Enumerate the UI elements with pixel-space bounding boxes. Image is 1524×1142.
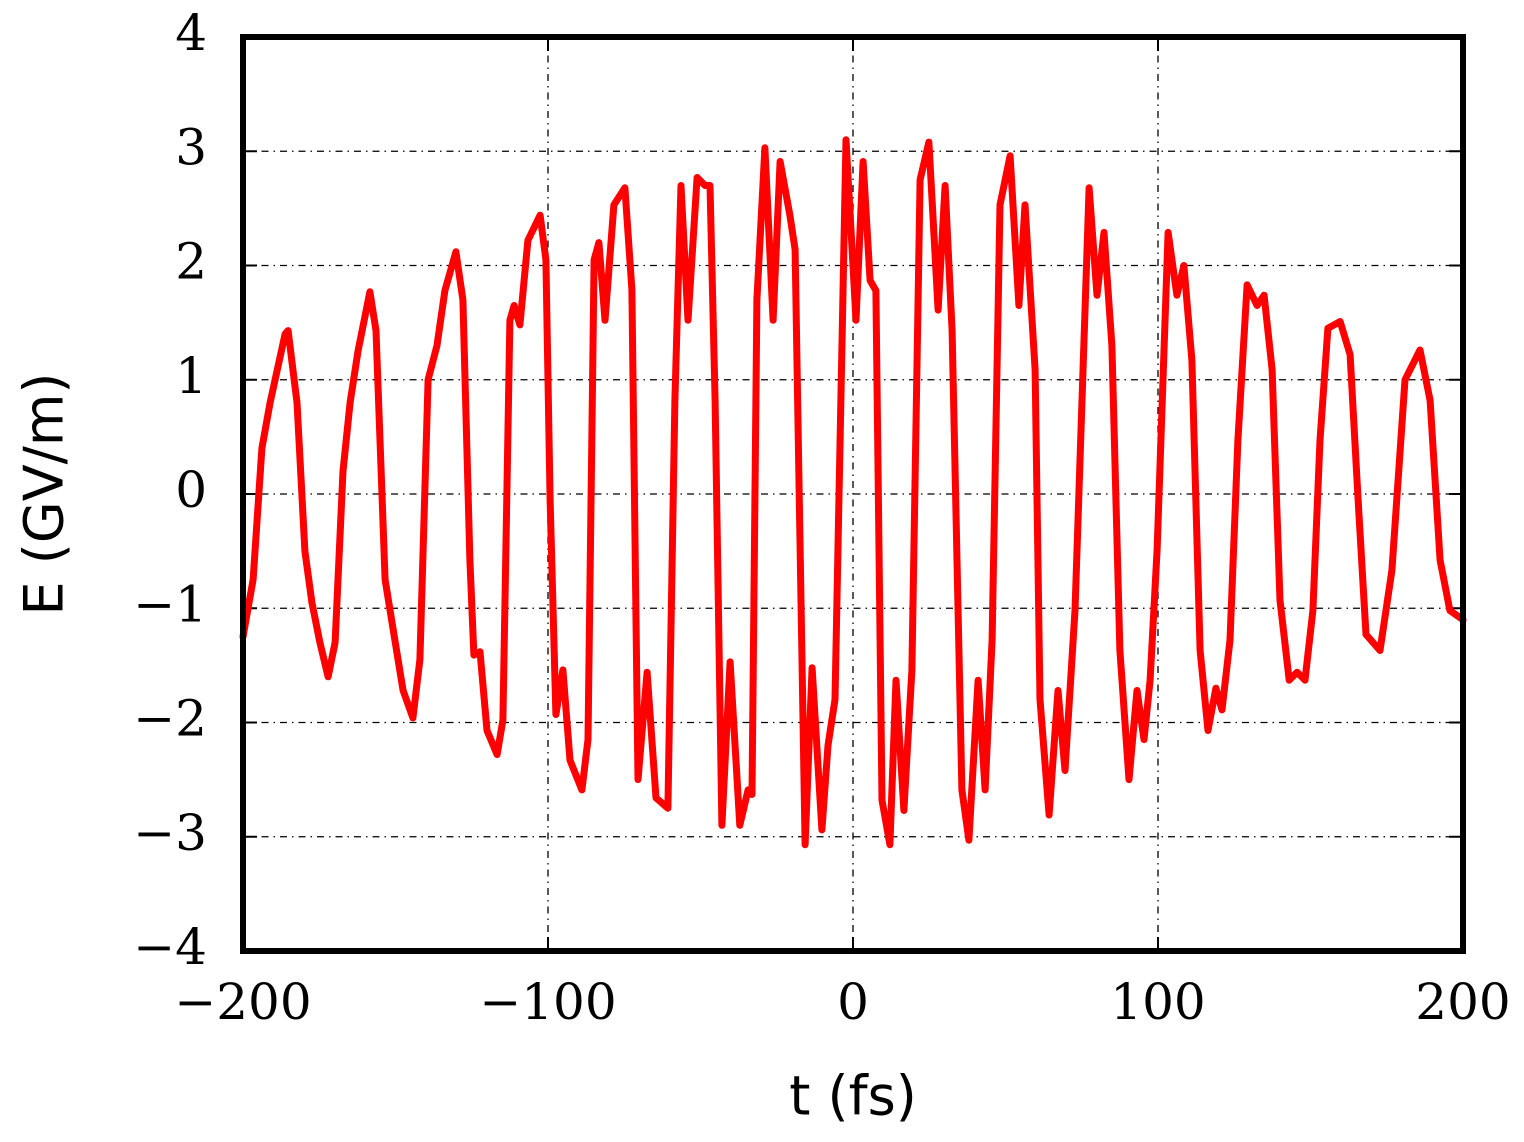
x-axis-label: t (fs) <box>789 1065 917 1128</box>
x-tick-label: 200 <box>1415 973 1510 1031</box>
y-tick-label: 2 <box>175 233 207 291</box>
tick-labels: −200 −100 0 100 200 −4 −3 −2 −1 0 1 2 3 4 <box>133 4 1510 1031</box>
y-tick-label: −3 <box>133 804 207 862</box>
x-tick-label: −200 <box>174 973 311 1031</box>
y-tick-label: −4 <box>133 918 207 976</box>
y-tick-label: −2 <box>133 690 207 748</box>
x-tick-label: 0 <box>837 973 869 1031</box>
y-tick-label: 3 <box>175 118 207 176</box>
plot-area <box>239 136 1467 849</box>
axes-frame <box>240 34 1466 954</box>
y-tick-label: 0 <box>175 461 207 519</box>
x-tick-label: 100 <box>1110 973 1205 1031</box>
line-series <box>239 136 1467 849</box>
y-tick-label: 1 <box>175 347 207 405</box>
y-axis-label: E (GV/m) <box>13 373 76 616</box>
y-tick-label: 4 <box>175 4 207 62</box>
y-tick-label: −1 <box>133 575 207 633</box>
x-tick-label: −100 <box>479 973 616 1031</box>
